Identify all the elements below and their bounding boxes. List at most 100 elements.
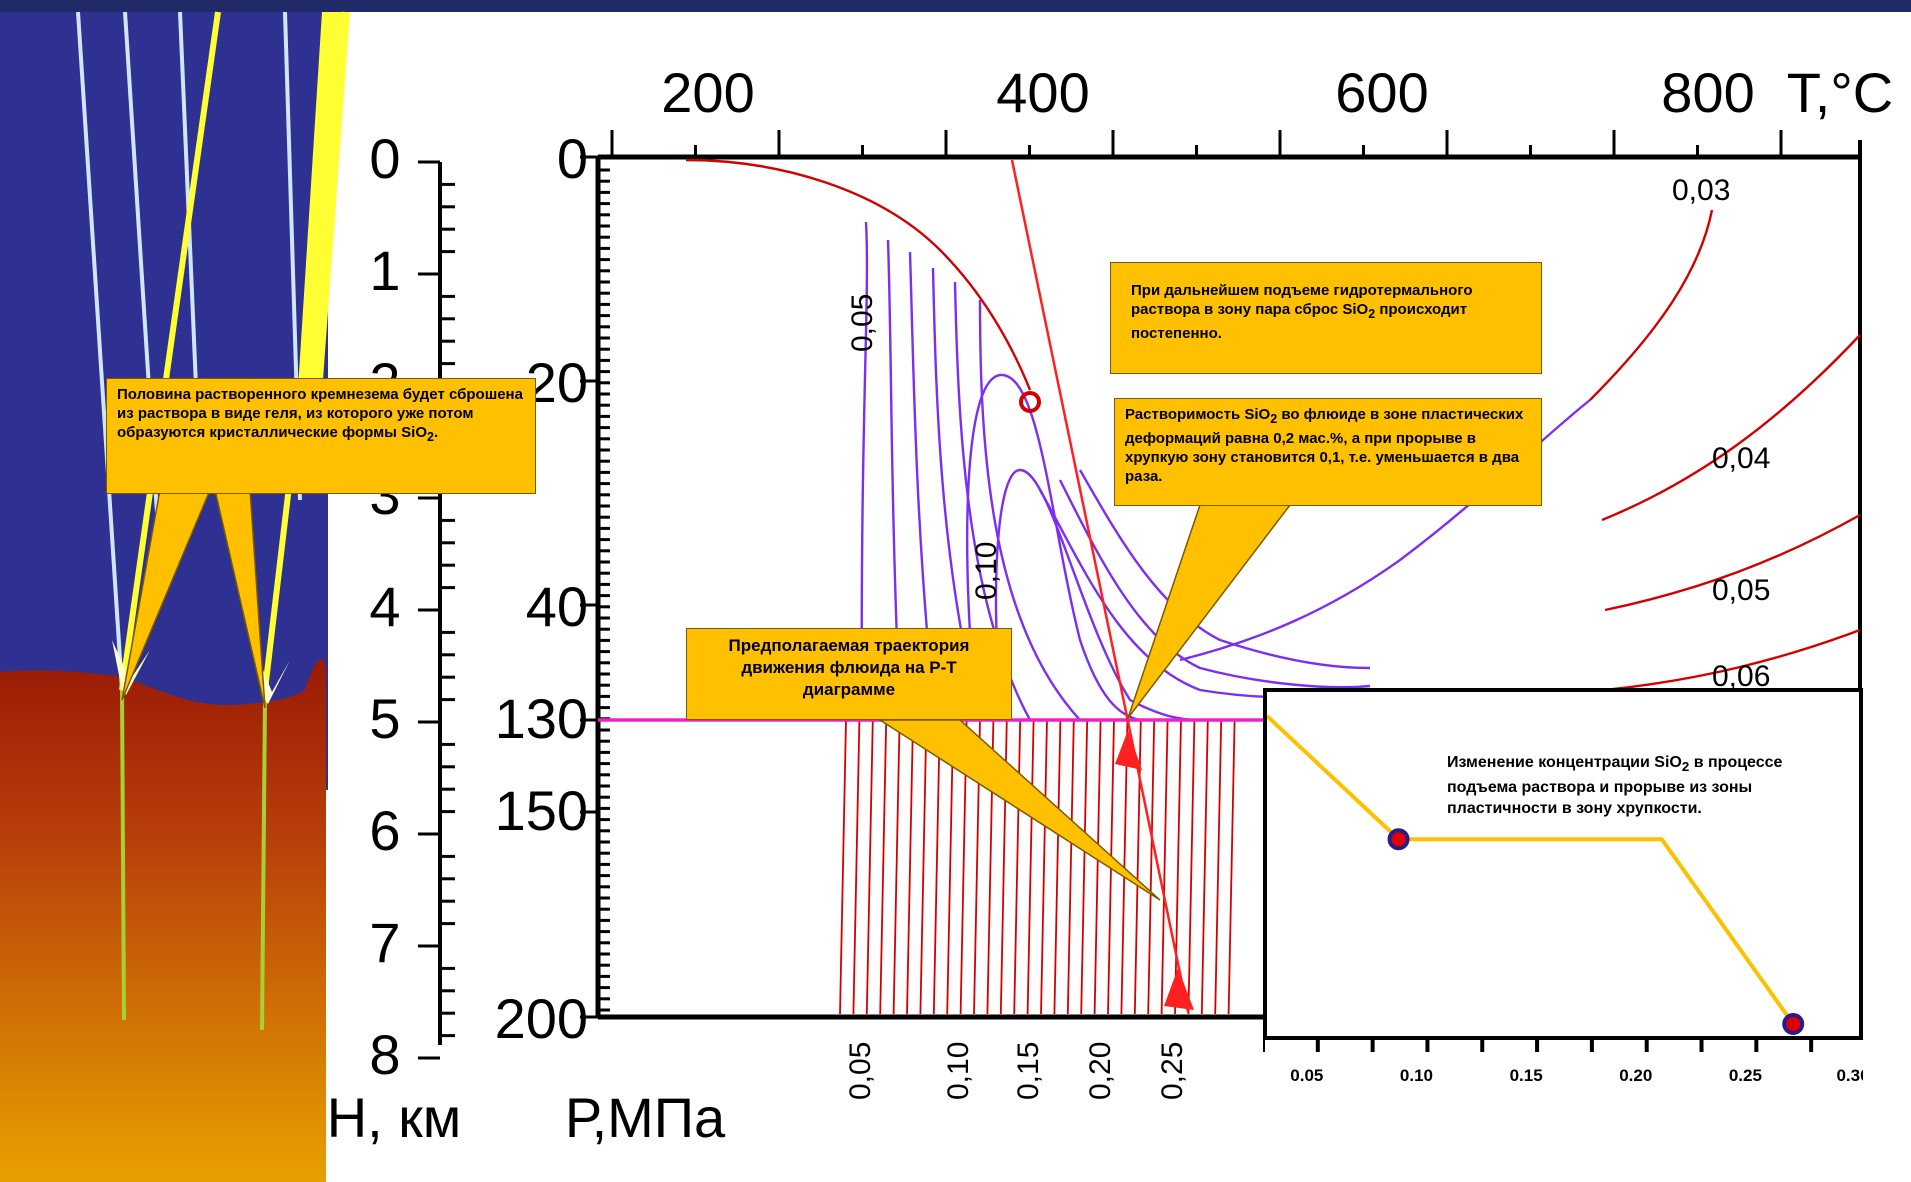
isoline-purple-7 xyxy=(965,373,1141,722)
inset-text-1: Изменение концентрации SiO xyxy=(1447,754,1682,771)
brittle-zone-isolines xyxy=(839,719,1236,1015)
brittle-isoline xyxy=(1013,719,1022,1015)
brittle-isoline xyxy=(892,719,901,1015)
isoline-label-r003: 0,03 xyxy=(1672,174,1730,207)
t-tick-800: 800 xyxy=(1661,61,1754,124)
p-tick-0: 0 xyxy=(557,127,588,190)
p-tick-200: 200 xyxy=(495,987,588,1050)
solubility-callout-text-2: во флюиде в зоне пластических деформаций… xyxy=(1125,406,1524,485)
solubility-pointer xyxy=(1127,504,1292,719)
isoline-label-r006: 0,06 xyxy=(1712,660,1770,693)
p-tick-20: 20 xyxy=(526,351,588,414)
inset-plot xyxy=(1267,714,1805,1035)
inset-x-axis: 0.05 0.10 0.15 0.20 0.25 0.30 xyxy=(1263,1040,1863,1085)
vapor-callout-sub: 2 xyxy=(1368,307,1376,321)
inset-x-tick-label: 0.25 xyxy=(1729,1066,1762,1085)
brittle-isoline xyxy=(1214,719,1223,1015)
brittle-isoline xyxy=(906,719,914,1015)
isoline-label-005: 0,05 xyxy=(846,294,879,352)
vapor-callout: При дальнейшем подъеме гидротермального … xyxy=(1110,262,1542,374)
gel-callout-sub: 2 xyxy=(427,430,434,444)
concentration-inset: Изменение концентрации SiO2 в процессе п… xyxy=(1263,688,1863,1040)
solubility-callout: Растворимость SiO2 во флюиде в зоне плас… xyxy=(1114,398,1542,506)
inset-x-tick-label: 0.10 xyxy=(1400,1066,1433,1085)
bottom-tick-015: 0,15 xyxy=(1012,1042,1045,1100)
brittle-isoline xyxy=(1160,719,1169,1015)
h-tick-6: 6 xyxy=(369,799,400,862)
red-isolines xyxy=(685,158,1861,692)
h-tick-0: 0 xyxy=(369,127,400,190)
main-axes xyxy=(418,130,1862,1060)
isoline-label-r005: 0,05 xyxy=(1712,574,1770,607)
isoline-purple-6 xyxy=(978,299,1081,721)
inset-description: Изменение концентрации SiO2 в процессе п… xyxy=(1447,752,1797,819)
t-tick-200: 200 xyxy=(661,61,754,124)
brittle-isoline xyxy=(1187,719,1196,1015)
trajectory-pointer xyxy=(877,719,1161,901)
brittle-isoline xyxy=(879,719,888,1015)
brittle-isoline xyxy=(919,719,928,1015)
h-tick-4: 4 xyxy=(369,575,400,638)
t-tick-600: 600 xyxy=(1335,61,1428,124)
p-axis-unit: Р,МПа xyxy=(565,1086,726,1149)
main-vein xyxy=(296,12,350,420)
concentration-line xyxy=(1267,714,1795,1026)
trajectory-arrow-lower xyxy=(1164,968,1194,1010)
brittle-isoline xyxy=(1147,719,1156,1015)
isoline-red-005 xyxy=(1604,513,1861,612)
vapor-callout-text: При дальнейшем подъеме гидротермального … xyxy=(1131,282,1473,318)
inset-x-tick-label: 0.15 xyxy=(1510,1066,1543,1085)
brittle-isoline xyxy=(946,719,955,1015)
fluid-trajectory-line xyxy=(1010,159,1190,1013)
p-axis-labels: 0 20 40 130 150 200 Р,МПа xyxy=(495,127,726,1149)
p-tick-150: 150 xyxy=(495,779,588,842)
brittle-isoline xyxy=(1053,719,1062,1015)
isoline-red-004 xyxy=(1601,334,1861,522)
isoline-label-010: 0,10 xyxy=(970,542,1003,600)
p-tick-130: 130 xyxy=(495,687,588,750)
concentration-marker xyxy=(1782,1013,1805,1035)
isoline-red-003 xyxy=(1589,209,1714,401)
brittle-isoline xyxy=(1174,719,1182,1015)
h-tick-7: 7 xyxy=(369,911,400,974)
callout-pointers xyxy=(121,489,1292,901)
panel-divider xyxy=(326,790,332,1182)
inset-text-sub: 2 xyxy=(1681,759,1690,775)
h-tick-1: 1 xyxy=(369,239,400,302)
geology-panel xyxy=(0,11,350,1182)
trajectory-callout-text: Предполагаемая траектория движения флюид… xyxy=(728,636,970,699)
vapor-callout-text-2: происходит постепенно. xyxy=(1131,301,1468,342)
inset-text-2: в процессе подъема раствора и прорыве из… xyxy=(1447,754,1783,818)
bottom-conc-labels: 0,05 0,10 0,15 0,20 0,25 xyxy=(844,1042,1189,1100)
brittle-isoline xyxy=(1093,719,1102,1015)
inset-x-tick-label: 0.05 xyxy=(1290,1066,1323,1085)
concentration-marker xyxy=(1387,828,1410,851)
isoline-red-006 xyxy=(1604,628,1861,692)
h-tick-8: 8 xyxy=(369,1023,400,1086)
brittle-isoline xyxy=(1227,719,1236,1015)
t-axis-unit: T,°С xyxy=(1787,61,1893,124)
title-bar xyxy=(0,0,1911,12)
h-axis-unit: Н, км xyxy=(327,1086,462,1149)
solubility-callout-text: Растворимость SiO xyxy=(1125,406,1271,423)
bottom-tick-020: 0,20 xyxy=(1084,1042,1117,1100)
isoline-purple-1 xyxy=(860,221,869,721)
gel-callout-text: Половина растворенного кремнезема будет … xyxy=(117,386,523,441)
brittle-isoline xyxy=(1200,719,1209,1015)
trajectory-callout: Предполагаемая траектория движения флюид… xyxy=(686,628,1012,720)
rock-zone xyxy=(0,659,326,1182)
trajectory-arrow-upper xyxy=(1115,730,1142,770)
brittle-isoline xyxy=(865,719,874,1015)
isoline-purple-11 xyxy=(1078,469,1371,670)
inset-x-tick-label: 0.20 xyxy=(1619,1066,1652,1085)
p-tick-40: 40 xyxy=(526,575,588,638)
green-veins xyxy=(120,689,267,1031)
isoline-label-r004: 0,04 xyxy=(1712,442,1770,475)
solubility-boundary xyxy=(685,158,1032,391)
inset-x-tick-label: 0.30 xyxy=(1836,1066,1863,1085)
t-axis-labels: 200 400 600 800 T,°С xyxy=(661,61,1893,124)
bottom-tick-025: 0,25 xyxy=(1156,1042,1189,1100)
brittle-isoline xyxy=(1080,719,1089,1015)
brittle-isoline xyxy=(1040,719,1048,1015)
